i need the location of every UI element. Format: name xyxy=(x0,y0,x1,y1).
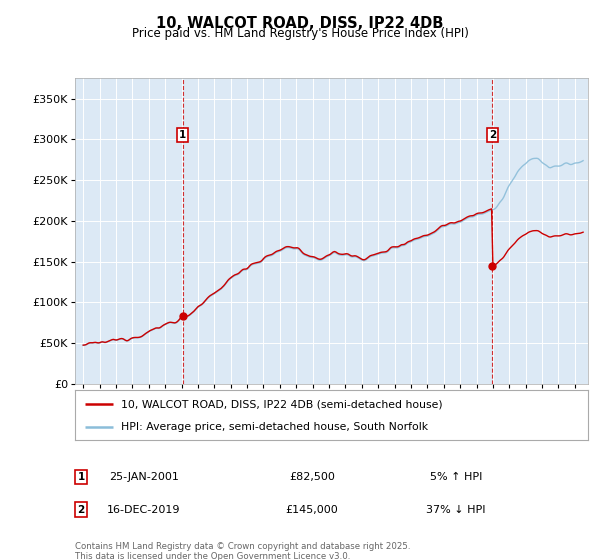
Text: Contains HM Land Registry data © Crown copyright and database right 2025.
This d: Contains HM Land Registry data © Crown c… xyxy=(75,542,410,560)
Text: 16-DEC-2019: 16-DEC-2019 xyxy=(107,505,181,515)
Text: 10, WALCOT ROAD, DISS, IP22 4DB (semi-detached house): 10, WALCOT ROAD, DISS, IP22 4DB (semi-de… xyxy=(121,399,443,409)
Text: 2: 2 xyxy=(77,505,85,515)
Text: 10, WALCOT ROAD, DISS, IP22 4DB: 10, WALCOT ROAD, DISS, IP22 4DB xyxy=(157,16,443,31)
Text: 1: 1 xyxy=(77,472,85,482)
Text: Price paid vs. HM Land Registry's House Price Index (HPI): Price paid vs. HM Land Registry's House … xyxy=(131,27,469,40)
Text: 5% ↑ HPI: 5% ↑ HPI xyxy=(430,472,482,482)
Text: £82,500: £82,500 xyxy=(289,472,335,482)
Text: HPI: Average price, semi-detached house, South Norfolk: HPI: Average price, semi-detached house,… xyxy=(121,422,428,432)
Text: £145,000: £145,000 xyxy=(286,505,338,515)
Text: 2: 2 xyxy=(488,130,496,141)
Text: 1: 1 xyxy=(179,130,187,141)
Text: 37% ↓ HPI: 37% ↓ HPI xyxy=(426,505,486,515)
Text: 25-JAN-2001: 25-JAN-2001 xyxy=(109,472,179,482)
